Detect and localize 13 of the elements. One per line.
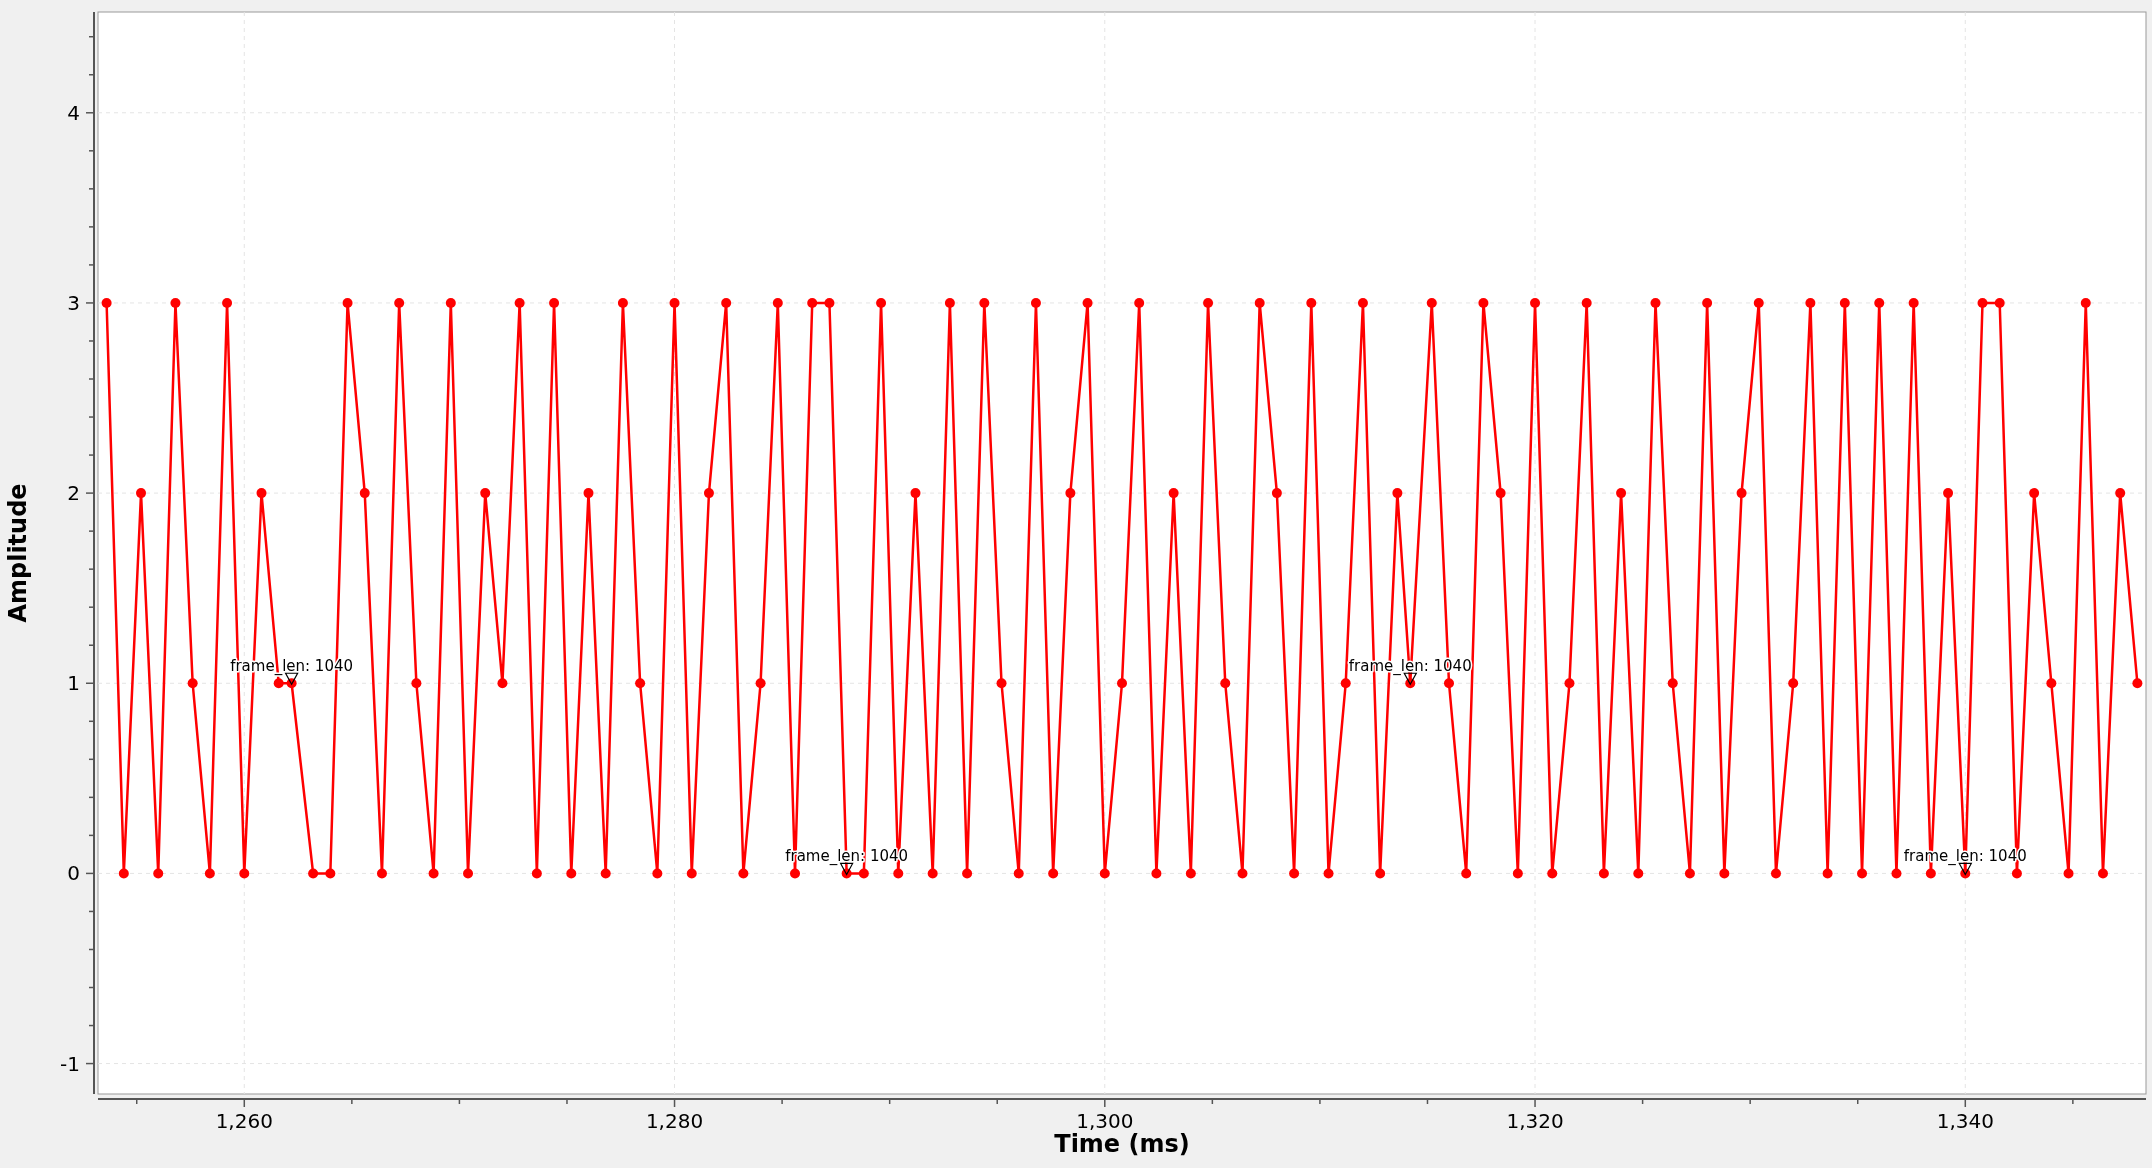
x-tick-label: 1,300 (1076, 1109, 1134, 1133)
x-tick-label: 1,320 (1506, 1109, 1564, 1133)
y-tick-label: 0 (67, 861, 80, 886)
y-axis-title: Amplitude (4, 483, 32, 623)
y-tick-label: -1 (60, 1051, 80, 1076)
y-tick-label: 3 (67, 290, 80, 315)
y-tick-label: 2 (67, 481, 80, 506)
x-tick-label: 1,280 (645, 1109, 704, 1133)
x-tick-label: 1,260 (215, 1109, 273, 1133)
y-tick-label: 4 (67, 100, 80, 125)
y-tick-label: 1 (67, 671, 80, 696)
x-axis-title: Time (ms) (1054, 1130, 1190, 1158)
x-tick-label: 1,340 (1936, 1109, 1994, 1133)
